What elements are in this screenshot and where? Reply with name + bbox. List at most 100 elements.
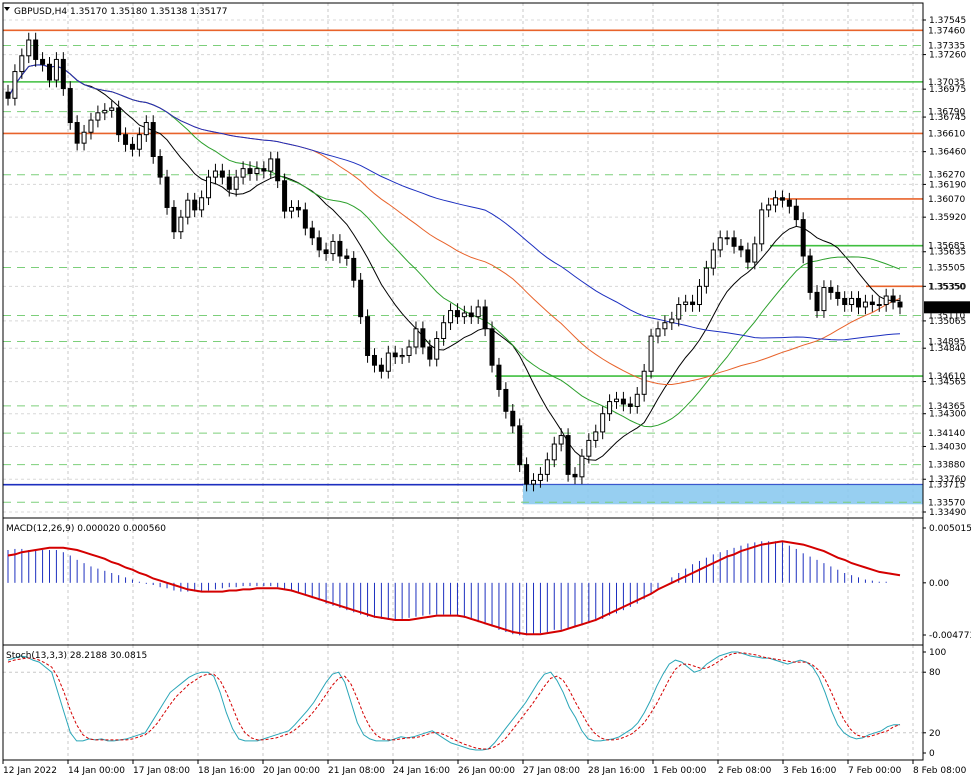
level-label-bg	[924, 168, 970, 181]
candle-body	[890, 295, 896, 303]
candle-body	[683, 301, 689, 306]
candle-body	[275, 158, 281, 182]
candle-body	[454, 310, 460, 318]
candle-body	[171, 206, 177, 233]
candle-body	[33, 39, 39, 60]
price-tick-label: 1.34300	[929, 410, 966, 420]
candle-body	[316, 237, 322, 251]
candle-body	[295, 206, 301, 211]
candle-body	[226, 176, 232, 190]
panel-frame	[2, 644, 924, 761]
price-tick-label: 1.33490	[929, 508, 966, 518]
candle-body	[655, 328, 661, 337]
candle-body	[164, 176, 170, 208]
time-tick-label: 3 Feb 16:00	[783, 766, 837, 776]
dropdown-arrow-icon	[4, 7, 10, 11]
time-tick-label: 14 Jan 00:00	[68, 766, 125, 776]
price-tick-label: 1.36190	[929, 180, 966, 190]
candle-body	[448, 310, 454, 324]
candle-body	[337, 240, 343, 257]
level-lines: 1.37460 1.37335 1.37035 1.36790 1.36610 1.362…	[3, 24, 970, 509]
candle-body	[800, 219, 806, 257]
candle-body	[427, 346, 433, 360]
current-price-bg	[924, 301, 970, 314]
candle-body	[212, 170, 218, 178]
candle-body	[627, 403, 633, 407]
level-label: 1.35685	[928, 242, 965, 252]
candle-body	[385, 352, 391, 372]
candle-body	[358, 279, 364, 318]
candle-body	[648, 335, 654, 372]
candle-body	[869, 301, 875, 306]
candle-body	[95, 112, 101, 121]
macd-header: MACD(12,26,9) 0.000020 0.000560	[6, 524, 166, 534]
candle-body	[468, 312, 474, 318]
level-label-bg	[924, 427, 970, 440]
candle-body	[821, 287, 827, 312]
candle-body	[531, 479, 537, 485]
candle-body	[461, 312, 467, 318]
level-label: 1.33880	[928, 461, 965, 471]
time-tick-label: 20 Jan 00:00	[263, 766, 320, 776]
candle-body	[828, 287, 834, 293]
level-label: 1.36070	[928, 195, 965, 205]
price-tick-label: 1.34840	[929, 344, 966, 354]
candle-body	[192, 199, 198, 211]
candle-body	[696, 285, 702, 306]
stoch-tick-label: 100	[929, 648, 946, 658]
level-label: 1.35350	[928, 282, 965, 292]
level-label-bg	[924, 261, 970, 274]
candle-body	[233, 176, 239, 190]
candle-body	[703, 267, 709, 287]
level-label: 1.33570	[928, 498, 965, 508]
current-price-label: 1.35177	[928, 303, 965, 313]
price-tick-label: 1.35635	[929, 248, 966, 258]
level-label-bg	[924, 496, 970, 509]
candle-body	[268, 158, 274, 172]
level-label: 1.33715	[928, 481, 965, 491]
candle-body	[136, 134, 142, 150]
candle-body	[109, 107, 115, 111]
candle-body	[558, 435, 564, 445]
candle-body	[842, 297, 848, 306]
candle-body	[752, 243, 758, 263]
candle-body	[496, 364, 502, 390]
candle-body	[793, 205, 799, 221]
macd-signal-line	[7, 540, 901, 636]
time-tick-label: 21 Jan 08:00	[328, 766, 385, 776]
level-label-bg	[924, 24, 970, 37]
candles	[5, 32, 903, 492]
candle-body	[157, 155, 163, 178]
level-label: 1.36270	[928, 171, 965, 181]
time-tick-label: 2 Feb 08:00	[718, 766, 772, 776]
candle-body	[607, 401, 613, 415]
candle-body	[323, 249, 329, 255]
stoch-tick-label: 80	[929, 668, 941, 678]
candle-body	[524, 464, 530, 485]
price-tick-label: 1.37545	[929, 16, 966, 26]
level-label: 1.37335	[928, 41, 965, 51]
price-axis: 1.37545 1.37260 1.36975 1.36745 1.36460 1.361…	[923, 16, 970, 518]
candle-body	[766, 204, 772, 211]
candle-body	[392, 352, 398, 358]
candle-body	[302, 209, 308, 229]
candle-body	[849, 297, 855, 306]
candle-body	[81, 131, 87, 144]
candle-body	[441, 322, 447, 339]
level-label-bg	[924, 370, 970, 383]
price-tick-label: 1.35350	[929, 282, 966, 292]
level-label-bg	[924, 399, 970, 412]
stoch-header: Stoch(13,3,3) 28.2188 30.0815	[6, 651, 147, 661]
price-tick-label: 1.34565	[929, 378, 966, 388]
time-tick-label: 7 Feb 00:00	[848, 766, 902, 776]
level-label-bg	[924, 75, 970, 88]
candle-body	[19, 55, 25, 73]
candle-body	[717, 237, 723, 251]
level-label: 1.37460	[928, 26, 965, 36]
candle-body	[371, 354, 377, 366]
panel-frame	[2, 517, 924, 646]
ma-line	[7, 64, 901, 461]
moving-averages	[7, 64, 901, 461]
candle-body	[88, 119, 94, 133]
